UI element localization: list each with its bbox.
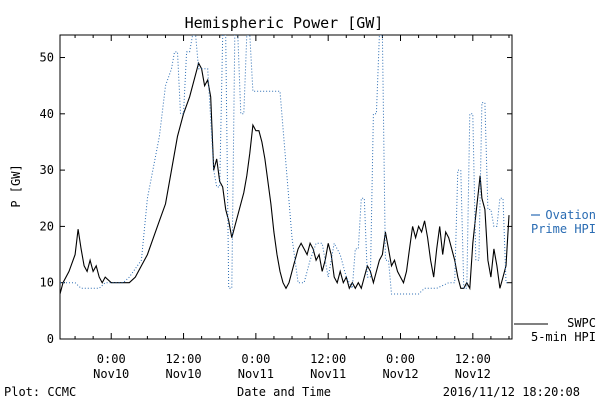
plot-frame [59, 34, 513, 340]
y-tick-label: 0 [47, 332, 54, 346]
series-line-swpc [60, 61, 510, 295]
series-line-ovation-prime [60, 35, 509, 295]
y-tick-label: 40 [40, 107, 54, 121]
x-tick-time-label: 12:00 [165, 352, 201, 366]
x-axis-label: Date and Time [237, 385, 331, 399]
x-tick-date-label: Nov11 [238, 367, 274, 381]
x-tick-date-label: Nov10 [93, 367, 129, 381]
x-tick-date-label: Nov10 [165, 367, 201, 381]
x-tick-time-label: 0:00 [97, 352, 126, 366]
x-tick-time-label: 0:00 [386, 352, 415, 366]
x-tick-date-label: Nov12 [455, 367, 491, 381]
footer-credit: Plot: CCMC [4, 385, 76, 399]
x-tick-date-label: Nov11 [310, 367, 346, 381]
y-tick-label: 10 [40, 276, 54, 290]
y-tick-label: 50 [40, 51, 54, 65]
plot-area: 010203040500:00Nov1012:00Nov100:00Nov111… [40, 34, 513, 381]
legend-label-ovation-1: Ovation [545, 208, 596, 222]
x-tick-time-label: 12:00 [455, 352, 491, 366]
footer-timestamp: 2016/11/12 18:20:08 [443, 385, 580, 399]
legend-label-swpc-2: 5-min HPI [531, 330, 596, 344]
y-tick-label: 30 [40, 163, 54, 177]
x-tick-date-label: Nov12 [382, 367, 418, 381]
x-tick-time-label: 0:00 [241, 352, 270, 366]
chart-title: Hemispheric Power [GW] [185, 14, 384, 32]
x-tick-time-label: 12:00 [310, 352, 346, 366]
legend-label-ovation-2: Prime HPI [531, 222, 596, 236]
y-axis-label: P [GW] [9, 164, 23, 207]
y-tick-label: 20 [40, 219, 54, 233]
legend-label-swpc-1: SWPC [567, 316, 596, 330]
